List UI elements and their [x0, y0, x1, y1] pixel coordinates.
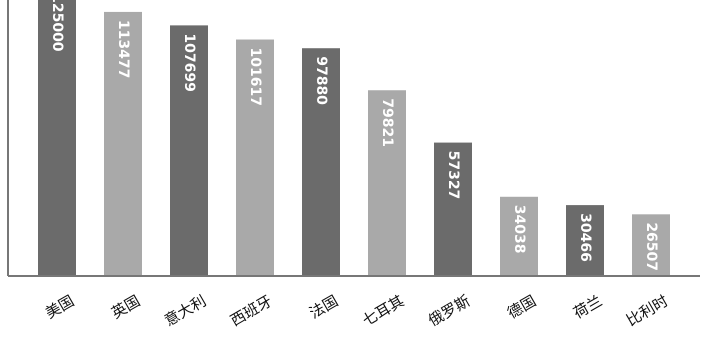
value-label: 125000 — [49, 0, 65, 52]
bar — [500, 196, 538, 276]
bar — [566, 205, 604, 276]
bar — [434, 142, 472, 276]
value-label: 79821 — [379, 98, 395, 147]
value-label: 30466 — [577, 213, 593, 262]
value-label: 113477 — [115, 20, 131, 78]
x-tick-label: 美国 — [42, 292, 77, 323]
value-label: 34038 — [511, 205, 527, 254]
x-tick-label: 意大利 — [161, 292, 209, 330]
x-tick-label: 比利时 — [623, 292, 671, 330]
bar — [302, 48, 340, 276]
x-tick-label: 七耳其 — [359, 292, 407, 330]
x-tick-label: 法国 — [306, 292, 341, 323]
x-tick-label: 俄罗斯 — [425, 292, 473, 330]
value-label: 57327 — [445, 151, 461, 200]
x-tick-label: 德国 — [504, 292, 539, 323]
bar — [170, 25, 208, 276]
plot-area: 125000 113477 107699 101617 97880 79821 57327 3… — [38, 0, 670, 276]
bar — [104, 11, 142, 276]
value-label: 26507 — [643, 222, 659, 271]
value-label: 97880 — [313, 56, 329, 105]
value-label: 107699 — [181, 33, 197, 91]
bar — [38, 0, 76, 276]
bar — [236, 39, 274, 276]
bar — [368, 90, 406, 276]
value-label: 101617 — [247, 48, 263, 106]
x-tick-label: 英国 — [108, 292, 143, 323]
x-tick-label: 荷兰 — [570, 292, 605, 323]
bar — [632, 214, 670, 276]
x-tick-label: 西班牙 — [227, 292, 275, 330]
